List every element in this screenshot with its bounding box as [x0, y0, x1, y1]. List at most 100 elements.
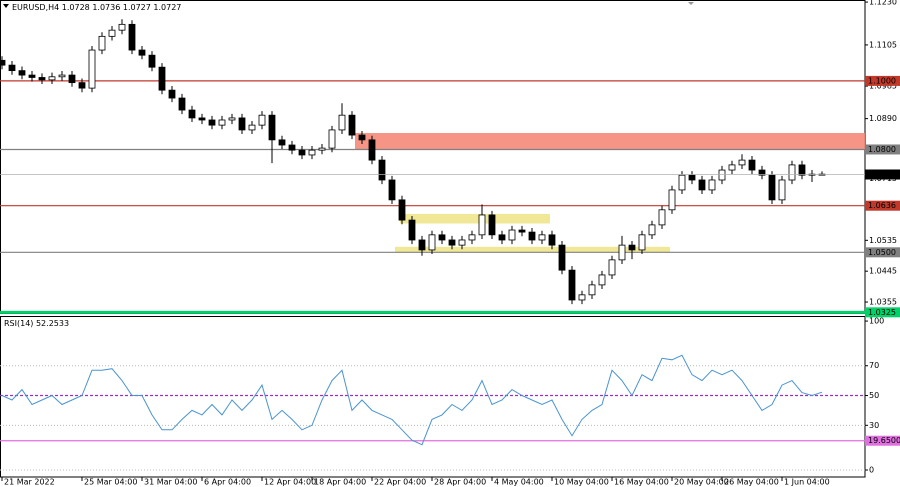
candle-body — [158, 66, 166, 91]
candle-body — [108, 29, 116, 37]
rsi-header: RSI(14) 52.2533 — [4, 319, 69, 328]
candle-body — [728, 164, 736, 171]
candle-body — [688, 174, 696, 181]
y-tick-label: 70 — [869, 361, 879, 370]
rsi-value: 52.2533 — [36, 319, 69, 328]
candle-body — [268, 114, 276, 141]
candle-body — [48, 76, 56, 81]
rsi-line — [1, 354, 823, 446]
candle-body — [518, 229, 526, 233]
candle-body — [378, 159, 386, 181]
candle-body — [428, 234, 436, 251]
level-label-box — [865, 247, 900, 258]
level-label-box — [865, 144, 900, 155]
x-tick-label: 20 May 04:00 — [674, 478, 729, 487]
shift-marker — [688, 2, 694, 5]
candle-body — [448, 239, 456, 246]
level-label: 1.0800 — [868, 145, 896, 154]
candle-body — [588, 284, 596, 296]
candle-body — [638, 234, 646, 251]
level-label: 1.0325 — [868, 308, 896, 317]
y-tick-label: 1.0985 — [869, 82, 897, 91]
x-tick-label: 18 Apr 04:00 — [314, 478, 366, 487]
candle-body — [118, 23, 126, 31]
candle-body — [758, 169, 766, 176]
candle-body — [298, 149, 306, 156]
y-tick-label: 1.0445 — [869, 267, 897, 276]
high-value: 1.0736 — [92, 3, 120, 12]
candle-body — [748, 159, 756, 171]
candle-body — [658, 209, 666, 226]
candle-body — [708, 179, 716, 191]
low-value: 1.0727 — [123, 3, 151, 12]
symbol: EURUSD,H4 — [12, 3, 59, 12]
candle-body — [498, 234, 506, 241]
y-tick-label: 1.0890 — [869, 114, 897, 123]
candle-body — [538, 234, 546, 241]
candle-body — [358, 134, 366, 141]
open-value: 1.0728 — [62, 3, 90, 12]
chart-header: EURUSD,H4 1.0728 1.0736 1.0727 1.0727 — [12, 3, 181, 12]
candle-body — [8, 64, 16, 72]
candle-body — [598, 274, 606, 286]
x-tick-label: 21 Mar 2022 — [4, 478, 55, 487]
candle-body — [648, 224, 656, 236]
menu-arrow[interactable] — [3, 4, 9, 8]
candle-body — [0, 59, 6, 66]
candle-body — [278, 139, 286, 146]
candle-body — [228, 117, 236, 121]
candle-body — [768, 174, 776, 201]
candle-body — [308, 149, 316, 156]
candle-body — [778, 179, 786, 201]
candle-body — [578, 294, 586, 301]
candle-body — [58, 74, 66, 78]
candle-body — [718, 169, 726, 181]
level-label: 1.0500 — [868, 248, 896, 257]
x-tick-label: 25 Mar 04:00 — [84, 478, 137, 487]
candle-body — [68, 74, 76, 84]
candle-body — [678, 174, 686, 191]
x-tick-label: 28 Apr 04:00 — [434, 478, 486, 487]
price-zone — [355, 133, 865, 150]
candle-body — [798, 164, 806, 176]
candle-body — [738, 159, 746, 166]
candle-body — [698, 179, 706, 191]
candle-body — [28, 74, 36, 78]
candle-body — [98, 35, 106, 51]
x-tick-label: 4 May 04:00 — [494, 478, 544, 487]
candle-body — [668, 189, 676, 211]
level-label: 19.6500 — [868, 436, 900, 445]
candle-body — [348, 114, 356, 136]
y-tick-label: 50 — [869, 391, 879, 400]
y-tick-label: 1.1230 — [869, 0, 897, 7]
y-tick-label: 0 — [869, 466, 874, 475]
candle-body — [208, 119, 216, 126]
level-label-box — [865, 75, 900, 86]
candle-body — [138, 49, 146, 56]
candle-body — [258, 114, 266, 126]
candle-body — [78, 82, 86, 89]
x-tick-label: 10 May 04:00 — [554, 478, 609, 487]
x-tick-label: 22 Apr 04:00 — [374, 478, 426, 487]
price-zone — [395, 246, 670, 253]
candle-body — [478, 214, 486, 236]
x-tick-label: 31 Mar 04:00 — [144, 478, 197, 487]
level-label-box — [865, 435, 900, 446]
candle-body — [318, 147, 326, 151]
x-tick-label: 12 Apr 04:00 — [264, 478, 316, 487]
candle-body — [218, 119, 226, 126]
candle-body — [418, 239, 426, 251]
candle-body — [248, 124, 256, 131]
candle-body — [178, 97, 186, 111]
y-tick-label: 30 — [869, 421, 879, 430]
rsi-frame — [0, 316, 866, 478]
candle-body — [188, 109, 196, 119]
candle-body — [148, 54, 156, 68]
candle-body — [368, 139, 376, 161]
candle-body — [168, 89, 176, 99]
current-price-box — [865, 169, 900, 180]
candle-body — [458, 239, 466, 246]
close-value: 1.0727 — [153, 3, 181, 12]
candle-body — [198, 117, 206, 121]
